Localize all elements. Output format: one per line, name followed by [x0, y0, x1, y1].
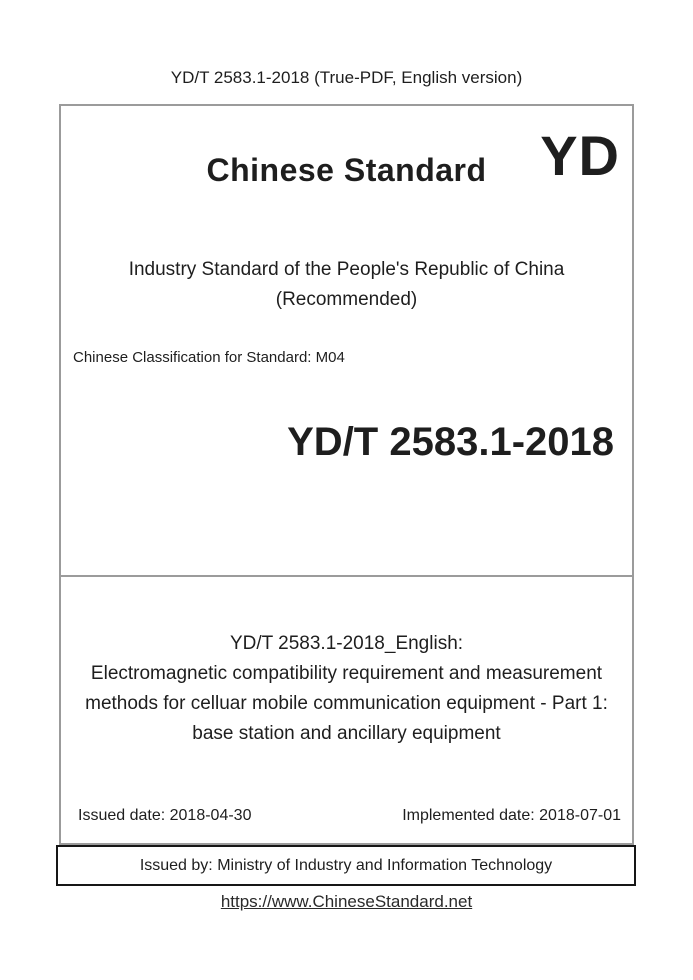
- brand-title: Chinese Standard: [206, 152, 487, 188]
- implemented-date: Implemented date: 2018-07-01: [402, 807, 621, 824]
- dates-row: Issued date: 2018-04-30 Implemented date…: [78, 807, 621, 825]
- issuer-text: Issued by: Ministry of Industry and Info…: [139, 856, 553, 874]
- standard-type-recommended: (Recommended): [275, 289, 418, 310]
- classification-text: Chinese Classification for Standard: M04: [73, 349, 345, 366]
- page-header-text: YD/T 2583.1-2018 (True-PDF, English vers…: [170, 68, 523, 87]
- english-title-heading: YD/T 2583.1-2018_English:: [229, 633, 464, 654]
- issued-date: Issued date: 2018-04-30: [78, 807, 252, 824]
- footer: https://www.ChineseStandard.net: [0, 892, 693, 912]
- section-divider: [61, 575, 632, 577]
- issuer-box: Issued by: Ministry of Industry and Info…: [56, 845, 636, 886]
- english-title-body: Electromagnetic compatibility requiremen…: [85, 663, 608, 744]
- standard-number: YD/T 2583.1-2018: [287, 420, 614, 464]
- yd-logo-text: YD: [540, 124, 620, 187]
- standard-type-block: Industry Standard of the People's Republ…: [61, 255, 632, 315]
- standard-type-line: Industry Standard of the People's Republ…: [128, 259, 565, 280]
- english-title-block: YD/T 2583.1-2018_English: Electromagneti…: [64, 629, 630, 749]
- website-link[interactable]: https://www.ChineseStandard.net: [220, 892, 473, 911]
- cover-main-box: Chinese Standard YD Industry Standard of…: [59, 104, 634, 845]
